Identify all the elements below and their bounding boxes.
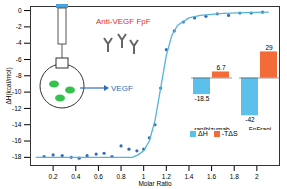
svg-text:-12: -12 (12, 105, 22, 112)
svg-text:-16: -16 (12, 137, 22, 144)
svg-text:0.8: 0.8 (117, 173, 126, 180)
svg-text:0.6: 0.6 (94, 173, 103, 180)
svg-text:Anti-VEGF FpF: Anti-VEGF FpF (96, 17, 151, 26)
svg-text:-42: -42 (245, 116, 255, 123)
svg-text:-10: -10 (12, 88, 22, 95)
html-text:-TΔS: -TΔS (221, 130, 238, 137)
svg-text:0.4: 0.4 (71, 173, 80, 180)
svg-text:-14: -14 (12, 121, 22, 128)
svg-text:1.8: 1.8 (230, 173, 239, 180)
html-text:ΔH: ΔH (198, 130, 208, 137)
svg-text:1.6: 1.6 (207, 173, 216, 180)
svg-text:VEGF: VEGF (111, 84, 133, 93)
svg-text:Molar Ratio: Molar Ratio (138, 180, 172, 187)
svg-text:-6: -6 (16, 56, 22, 63)
svg-text:-8: -8 (16, 72, 22, 79)
svg-text:FpFrani: FpFrani (249, 126, 271, 130)
svg-text:2: 2 (255, 173, 259, 180)
svg-text:1.2: 1.2 (161, 173, 171, 181)
svg-text:-4: -4 (16, 39, 22, 46)
svg-text:-18: -18 (12, 153, 22, 160)
svg-text:1.4: 1.4 (184, 173, 193, 180)
svg-text:ranibizumab: ranibizumab (194, 126, 230, 130)
svg-text:29: 29 (265, 44, 273, 51)
svg-text:6.7: 6.7 (216, 64, 225, 71)
svg-text:-2: -2 (16, 23, 22, 30)
svg-text:0.2: 0.2 (49, 173, 58, 180)
svg-text:-18.5: -18.5 (195, 95, 210, 102)
svg-text:0: 0 (18, 7, 22, 14)
svg-text:1: 1 (141, 173, 146, 181)
svg-text:ΔH(kcal/mol): ΔH(kcal/mol) (5, 67, 13, 104)
